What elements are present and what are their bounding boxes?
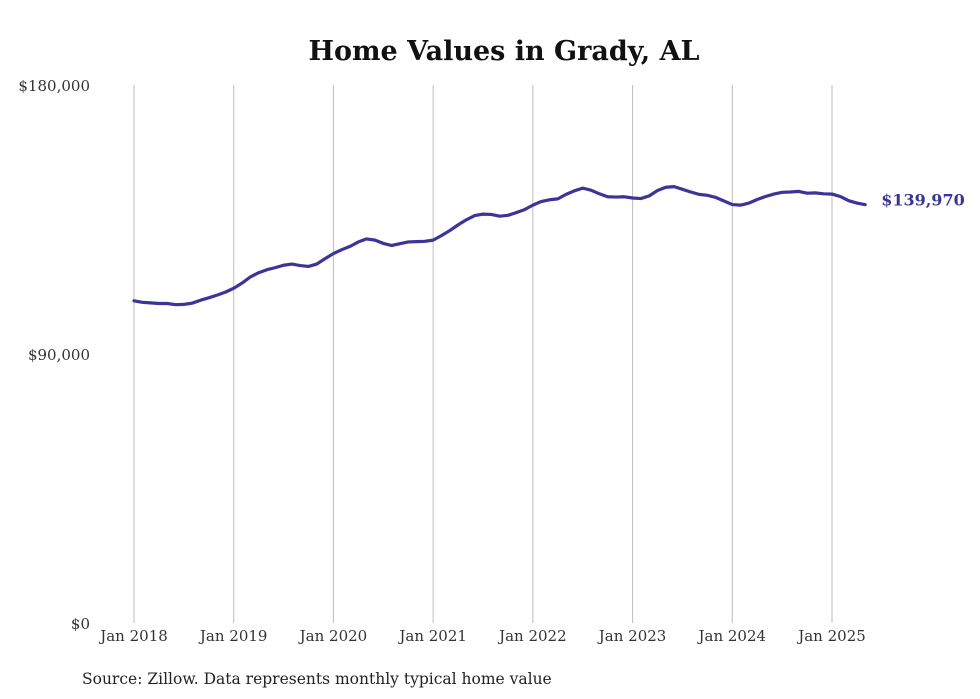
x-tick-label: Jan 2021 <box>397 627 467 645</box>
y-tick-label: $90,000 <box>28 346 90 364</box>
home-value-line <box>132 185 867 307</box>
chart-title: Home Values in Grady, AL <box>308 36 699 67</box>
x-tick-label: Jan 2019 <box>198 627 268 645</box>
y-tick-label: $0 <box>71 615 90 633</box>
x-tick-label: Jan 2025 <box>796 627 866 645</box>
grid-layer <box>133 85 833 623</box>
x-tick-label: Jan 2023 <box>597 627 667 645</box>
x-tick-label: Jan 2018 <box>98 627 168 645</box>
latest-value-label: $139,970 <box>881 191 965 210</box>
source-note: Source: Zillow. Data represents monthly … <box>82 670 552 688</box>
y-axis-ticks: $0 $90,000 $180,000 <box>18 77 90 633</box>
x-tick-label: Jan 2020 <box>298 627 368 645</box>
y-tick-label: $180,000 <box>18 77 90 95</box>
x-axis-ticks: Jan 2018 Jan 2019 Jan 2020 Jan 2021 Jan 2022… <box>98 627 866 645</box>
x-tick-label: Jan 2022 <box>497 627 567 645</box>
x-tick-label: Jan 2024 <box>697 627 767 645</box>
series-layer: $139,970 <box>132 185 965 307</box>
